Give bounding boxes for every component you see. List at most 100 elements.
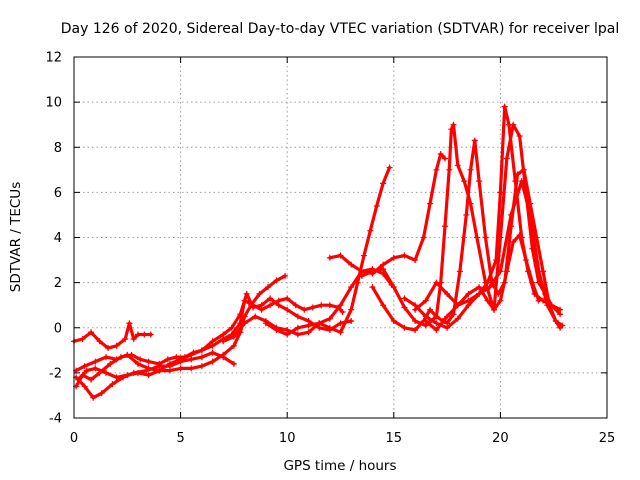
data-point-marker: [482, 234, 489, 241]
data-point-marker: [92, 358, 99, 365]
data-point-marker: [367, 227, 374, 234]
data-point-marker: [450, 121, 457, 128]
data-point-marker: [88, 329, 95, 336]
data-point-marker: [491, 306, 498, 313]
data-point-marker: [433, 166, 440, 173]
data-point-marker: [412, 327, 419, 334]
data-point-marker: [243, 290, 250, 297]
data-point-marker: [156, 367, 163, 374]
data-point-marker: [134, 369, 141, 376]
data-point-marker: [497, 234, 504, 241]
data-point-marker: [401, 252, 408, 259]
data-point-marker: [275, 297, 282, 304]
data-point-marker: [348, 261, 355, 268]
data-point-marker: [559, 322, 566, 329]
data-point-marker: [454, 315, 461, 322]
data-point-marker: [337, 252, 344, 259]
data-point-marker: [156, 360, 163, 367]
data-point-marker: [360, 252, 367, 259]
data-point-marker: [188, 351, 195, 358]
data-point-marker: [433, 279, 440, 286]
data-point-marker: [107, 360, 114, 367]
data-point-marker: [262, 320, 269, 327]
data-point-marker: [230, 333, 237, 340]
data-point-marker: [198, 347, 205, 354]
data-point-marker: [79, 336, 86, 343]
series-line-1: [72, 321, 153, 350]
x-axis-label: GPS time / hours: [283, 458, 396, 474]
data-point-marker: [326, 315, 333, 322]
data-point-marker: [348, 306, 355, 313]
data-point-marker: [273, 327, 280, 334]
data-point-marker: [552, 317, 559, 324]
data-point-marker: [390, 317, 397, 324]
data-point-marker: [130, 336, 137, 343]
data-point-marker: [105, 345, 112, 352]
data-point-marker: [484, 279, 491, 286]
data-point-marker: [433, 313, 440, 320]
data-point-marker: [380, 266, 387, 273]
data-point-marker: [309, 304, 316, 311]
data-point-marker: [461, 178, 468, 185]
y-tick-label: 2: [54, 276, 62, 291]
data-point-marker: [198, 354, 205, 361]
data-point-marker: [441, 223, 448, 230]
data-point-marker: [463, 211, 470, 218]
data-point-marker: [508, 211, 515, 218]
data-point-marker: [318, 302, 325, 309]
data-point-marker: [134, 360, 141, 367]
data-point-marker: [147, 331, 154, 338]
data-point-marker: [401, 304, 408, 311]
data-point-marker: [503, 155, 510, 162]
data-point-marker: [316, 320, 323, 327]
data-point-marker: [473, 234, 480, 241]
data-point-marker: [177, 365, 184, 372]
data-point-marker: [301, 306, 308, 313]
data-point-marker: [326, 254, 333, 261]
data-point-marker: [124, 372, 131, 379]
y-tick-label: 12: [45, 51, 62, 66]
x-tick-label: 15: [386, 431, 403, 446]
data-point-marker: [284, 331, 291, 338]
data-point-marker: [510, 239, 517, 246]
data-point-marker: [386, 164, 393, 171]
data-point-marker: [102, 369, 109, 376]
data-point-marker: [544, 302, 551, 309]
data-point-marker: [241, 297, 248, 304]
data-point-marker: [354, 279, 361, 286]
data-point-marker: [337, 320, 344, 327]
x-ticks: 0 5 10 15 20 25: [70, 57, 615, 446]
data-point-marker: [267, 295, 274, 302]
data-point-marker: [433, 327, 440, 334]
y-tick-label: 0: [54, 321, 62, 336]
y-tick-label: 4: [54, 231, 62, 246]
data-point-marker: [512, 178, 519, 185]
data-point-marker: [476, 290, 483, 297]
data-point-marker: [501, 103, 508, 110]
data-point-marker: [510, 121, 517, 128]
data-point-marker: [444, 290, 451, 297]
data-point-marker: [358, 272, 365, 279]
y-axis-label: SDTVAR / TECUs: [8, 182, 24, 292]
data-point-marker: [484, 297, 491, 304]
series-line-11: [402, 104, 562, 330]
data-point-marker: [348, 284, 355, 291]
data-point-marker: [557, 311, 564, 318]
data-point-marker: [497, 268, 504, 275]
data-point-marker: [441, 155, 448, 162]
data-point-marker: [516, 132, 523, 139]
data-point-marker: [117, 354, 124, 361]
chart-title: Day 126 of 2020, Sidereal Day-to-day VTE…: [61, 21, 619, 37]
data-point-marker: [531, 290, 538, 297]
data-point-marker: [88, 376, 95, 383]
data-point-marker: [467, 166, 474, 173]
data-point-marker: [267, 302, 274, 309]
data-point-marker: [444, 324, 451, 331]
data-point-marker: [81, 363, 88, 370]
data-point-marker: [137, 356, 144, 363]
y-ticks: -4 -2 0 2 4 6 8 10 12: [45, 51, 607, 427]
y-tick-label: -2: [49, 366, 62, 381]
data-point-marker: [465, 297, 472, 304]
data-point-marker: [177, 356, 184, 363]
data-point-marker: [390, 254, 397, 261]
